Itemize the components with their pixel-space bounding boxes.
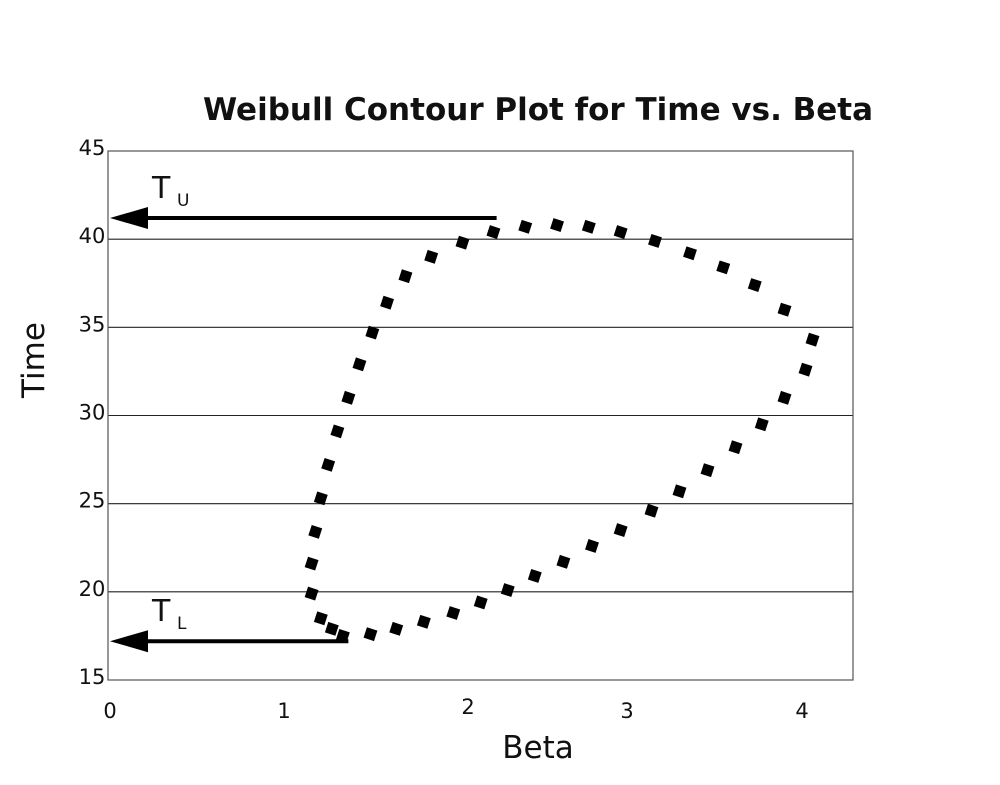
annotation-subscript: L [177, 614, 187, 634]
y-tick-label: 30 [79, 401, 106, 425]
contour-point [486, 225, 501, 240]
contour-point [613, 523, 628, 538]
y-axis-label: Time [16, 322, 52, 399]
contour-point [324, 621, 339, 636]
contour-point [304, 556, 319, 571]
contour-point [330, 424, 345, 439]
y-tick-label: 15 [79, 665, 106, 689]
contour-point [581, 219, 596, 234]
chart-title: Weibull Contour Plot for Time vs. Beta [203, 92, 873, 128]
annotation-label: T [151, 594, 171, 629]
contour-point [518, 219, 533, 234]
contour-point [321, 457, 336, 472]
x-tick-labels: 0 1 2 3 4 [103, 695, 808, 723]
y-tick-label: 25 [79, 489, 106, 513]
annotations: T UT L [110, 171, 497, 653]
contour-point [313, 611, 328, 626]
annotation-subscript: U [177, 191, 189, 211]
contour-point [473, 595, 488, 610]
contour-point [644, 503, 659, 518]
contour-point [777, 390, 792, 405]
annotation-label: T [151, 171, 171, 206]
contour-point [728, 440, 743, 455]
contour-point [455, 235, 470, 250]
contour-point [380, 295, 394, 310]
contour-point [585, 539, 599, 553]
contour-point [672, 484, 687, 499]
contour-point [777, 302, 792, 317]
contour-point [798, 362, 813, 377]
contour-point [308, 524, 323, 539]
arrow-head [110, 207, 148, 230]
contour-point [313, 491, 328, 506]
contour-point [527, 569, 542, 583]
contour-point [398, 269, 413, 284]
contour-point [416, 614, 431, 629]
gridlines [108, 238, 853, 593]
y-tick-label: 35 [79, 312, 106, 336]
contour-point [648, 233, 662, 248]
y-tick-label: 20 [79, 577, 106, 601]
contour-point [304, 586, 319, 601]
contour-point [363, 627, 378, 642]
contour-point [424, 249, 439, 264]
x-tick-label: 1 [277, 699, 290, 723]
arrow-head [110, 630, 148, 653]
contour-points [304, 218, 820, 643]
contour-point [341, 390, 356, 405]
contour-point [700, 463, 715, 478]
plot-frame [107, 150, 854, 681]
contour-point [556, 554, 571, 569]
contour-point [613, 225, 628, 240]
contour-point [754, 417, 769, 432]
y-tick-labels: 15 20 25 30 35 40 45 [79, 136, 106, 689]
contour-point [747, 278, 762, 292]
y-tick-label: 40 [79, 224, 106, 248]
y-tick-label: 45 [79, 136, 106, 160]
contour-point [683, 246, 697, 261]
x-tick-label: 4 [795, 699, 808, 723]
contour-point [550, 218, 564, 232]
contour-point [716, 260, 731, 275]
contour-point [446, 606, 461, 620]
x-tick-label: 3 [620, 699, 633, 723]
contour-point [389, 621, 404, 636]
contour-point [805, 332, 820, 347]
contour-point [365, 325, 380, 340]
contour-point [352, 357, 367, 372]
contour-point [500, 583, 515, 598]
x-tick-label: 0 [103, 699, 116, 723]
x-axis-label: Beta [502, 730, 574, 766]
x-tick-label: 2 [461, 695, 474, 719]
